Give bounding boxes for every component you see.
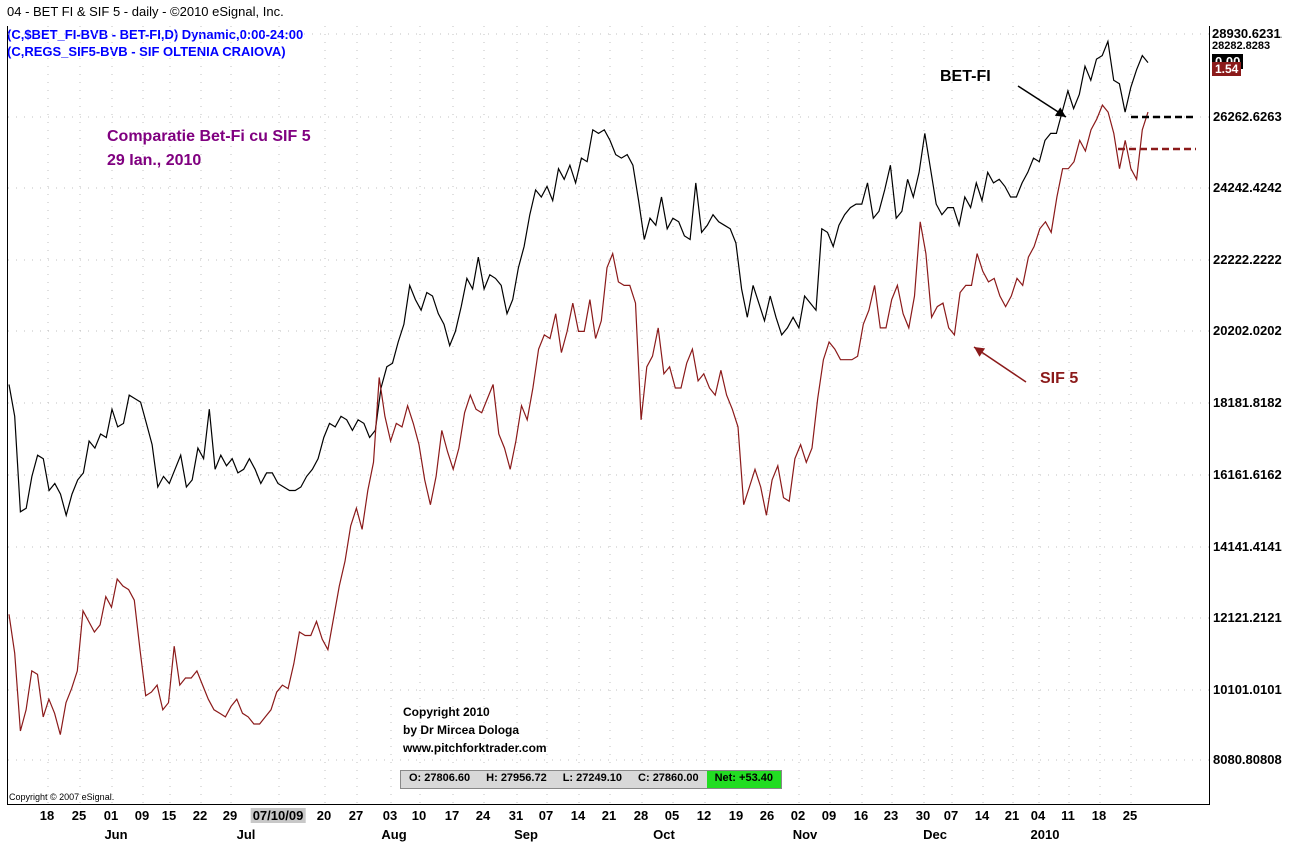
x-month-label: Nov <box>792 827 818 842</box>
x-tick-label: 30 <box>915 808 931 823</box>
annotation-line2: 29 Ian., 2010 <box>107 152 202 169</box>
series2-descriptor[interactable]: (C,REGS_SIF5-BVB - SIF OLTENIA CRAIOVA) <box>7 44 286 59</box>
copyright-line3: www.pitchforktrader.com <box>403 741 547 755</box>
x-tick-label: 24 <box>475 808 491 823</box>
y-tick-label: 22222.2222 <box>1213 252 1282 267</box>
y-tick-label: 8080.80808 <box>1213 752 1282 767</box>
x-tick-label: 14 <box>570 808 586 823</box>
y-tick-label: 16161.6162 <box>1213 467 1282 482</box>
x-tick-label: 02 <box>790 808 806 823</box>
copyright-line1: Copyright 2010 <box>403 705 490 719</box>
x-tick-label: 10 <box>411 808 427 823</box>
x-tick-label: 25 <box>71 808 87 823</box>
grid-layer <box>8 26 1211 805</box>
sif5-label: SIF 5 <box>1040 370 1079 387</box>
x-tick-label: 12 <box>696 808 712 823</box>
x-tick-label: 31 <box>508 808 524 823</box>
x-tick-label: 01 <box>103 808 119 823</box>
x-tick-label: 29 <box>222 808 238 823</box>
x-tick-label: 16 <box>853 808 869 823</box>
x-tick-label: 19 <box>728 808 744 823</box>
ohlc-high: H: 27956.72 <box>486 772 547 784</box>
x-tick-label: 20 <box>316 808 332 823</box>
price-tag-top2: 28282.8283 <box>1212 40 1271 52</box>
sif5-arrow <box>973 346 1027 383</box>
ohlc-close: C: 27860.00 <box>638 772 699 784</box>
x-tick-label: 26 <box>759 808 775 823</box>
y-tick-label: 20202.0202 <box>1213 323 1282 338</box>
ohlc-net: Net: +53.40 <box>706 771 781 788</box>
y-tick-label: 18181.8182 <box>1213 395 1282 410</box>
x-month-label: Dec <box>923 827 947 842</box>
x-tick-label: 11 <box>1061 808 1075 823</box>
y-tick-label: 26262.6263 <box>1213 109 1282 124</box>
price-tag-sif5: 1.54 <box>1212 62 1242 76</box>
betfi-series-line[interactable] <box>8 39 1149 518</box>
x-tick-label: 27 <box>348 808 364 823</box>
copyright-line2: by Dr Mircea Dologa <box>403 723 520 737</box>
series-layer <box>8 39 1196 735</box>
series1-descriptor[interactable]: (C,$BET_FI-BVB - BET-FI,D) Dynamic,0:00-… <box>7 27 304 42</box>
x-month-label: Sep <box>514 827 538 842</box>
ohlc-open: O: 27806.60 <box>409 772 471 784</box>
x-tick-label: 23 <box>883 808 899 823</box>
plot-area[interactable] <box>7 26 1211 805</box>
sif5-series-line[interactable] <box>8 103 1149 735</box>
chart-header-title: 04 - BET FI & SIF 5 - daily - ©2010 eSig… <box>7 4 284 19</box>
price-tag-top: 28930.6231 <box>1212 26 1281 41</box>
x-tick-label: 25 <box>1122 808 1138 823</box>
y-tick-label: 14141.4141 <box>1213 539 1282 554</box>
x-tick-label: 03 <box>382 808 398 823</box>
ohlc-readout: O: 27806.60 H: 27956.72 L: 27249.10 C: 2… <box>400 770 782 789</box>
x-month-label: 2010 <box>1030 827 1060 842</box>
x-month-label: Oct <box>653 827 675 842</box>
x-tick-label: 22 <box>192 808 208 823</box>
annotation-line1: Comparatie Bet-Fi cu SIF 5 <box>107 128 311 145</box>
esignal-copyright: Copyright © 2007 eSignal. <box>9 792 115 802</box>
x-tick-label: 09 <box>134 808 150 823</box>
comparison-annotation: Comparatie Bet-Fi cu SIF 5 29 Ian., 2010 <box>107 125 311 173</box>
betfi-arrow <box>1017 85 1067 118</box>
x-tick-label: 28 <box>633 808 649 823</box>
betfi-label: BET-FI <box>940 68 991 85</box>
x-tick-label: 07 <box>943 808 959 823</box>
x-tick-label: 04 <box>1030 808 1046 823</box>
y-tick-label: 12121.2121 <box>1213 610 1282 625</box>
x-month-label: Aug <box>381 827 407 842</box>
x-tick-label: 17 <box>444 808 460 823</box>
x-tick-label: 05 <box>664 808 680 823</box>
y-tick-label: 10101.0101 <box>1213 682 1282 697</box>
x-tick-label: 07/10/09 <box>250 808 306 823</box>
x-tick-label: 21 <box>1004 808 1020 823</box>
x-month-label: Jun <box>104 827 128 842</box>
ohlc-low: L: 27249.10 <box>562 772 623 784</box>
x-tick-label: 14 <box>974 808 990 823</box>
x-tick-label: 21 <box>601 808 617 823</box>
x-tick-label: 18 <box>1091 808 1107 823</box>
x-tick-label: 18 <box>39 808 55 823</box>
author-copyright: Copyright 2010 by Dr Mircea Dologa www.p… <box>403 703 547 757</box>
x-tick-label: 09 <box>821 808 837 823</box>
y-tick-label: 24242.4242 <box>1213 180 1282 195</box>
x-tick-label: 07 <box>538 808 554 823</box>
x-month-label: Jul <box>236 827 256 842</box>
x-tick-label: 15 <box>161 808 177 823</box>
